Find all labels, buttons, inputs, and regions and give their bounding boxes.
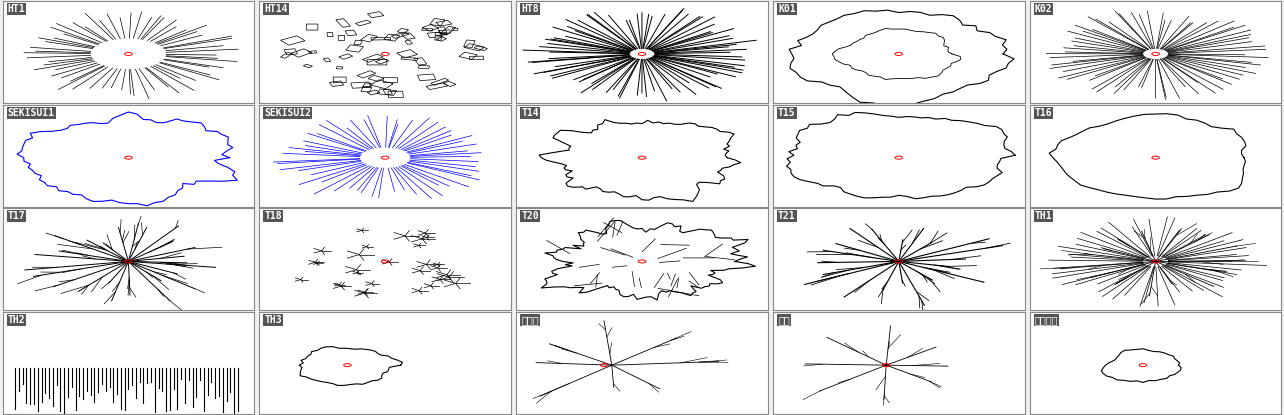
Text: エニシダ: エニシダ [1035, 315, 1058, 325]
Text: HT14: HT14 [265, 4, 288, 14]
Text: K01: K01 [778, 4, 796, 14]
Text: T17: T17 [8, 211, 26, 221]
Text: アオギ: アオギ [521, 315, 539, 325]
Text: T16: T16 [1035, 107, 1053, 117]
Text: TH2: TH2 [8, 315, 26, 325]
Text: T18: T18 [265, 211, 282, 221]
Text: SEKISUI1: SEKISUI1 [8, 107, 55, 117]
Text: TH1: TH1 [1035, 211, 1053, 221]
Text: ウメ: ウメ [778, 315, 790, 325]
Text: TH3: TH3 [265, 315, 282, 325]
Text: T15: T15 [778, 107, 796, 117]
Text: K02: K02 [1035, 4, 1053, 14]
Text: SEKISUI2: SEKISUI2 [265, 107, 312, 117]
Text: HT8: HT8 [521, 4, 539, 14]
Text: T21: T21 [778, 211, 796, 221]
Text: HT1: HT1 [8, 4, 26, 14]
Text: T20: T20 [521, 211, 539, 221]
Text: T14: T14 [521, 107, 539, 117]
